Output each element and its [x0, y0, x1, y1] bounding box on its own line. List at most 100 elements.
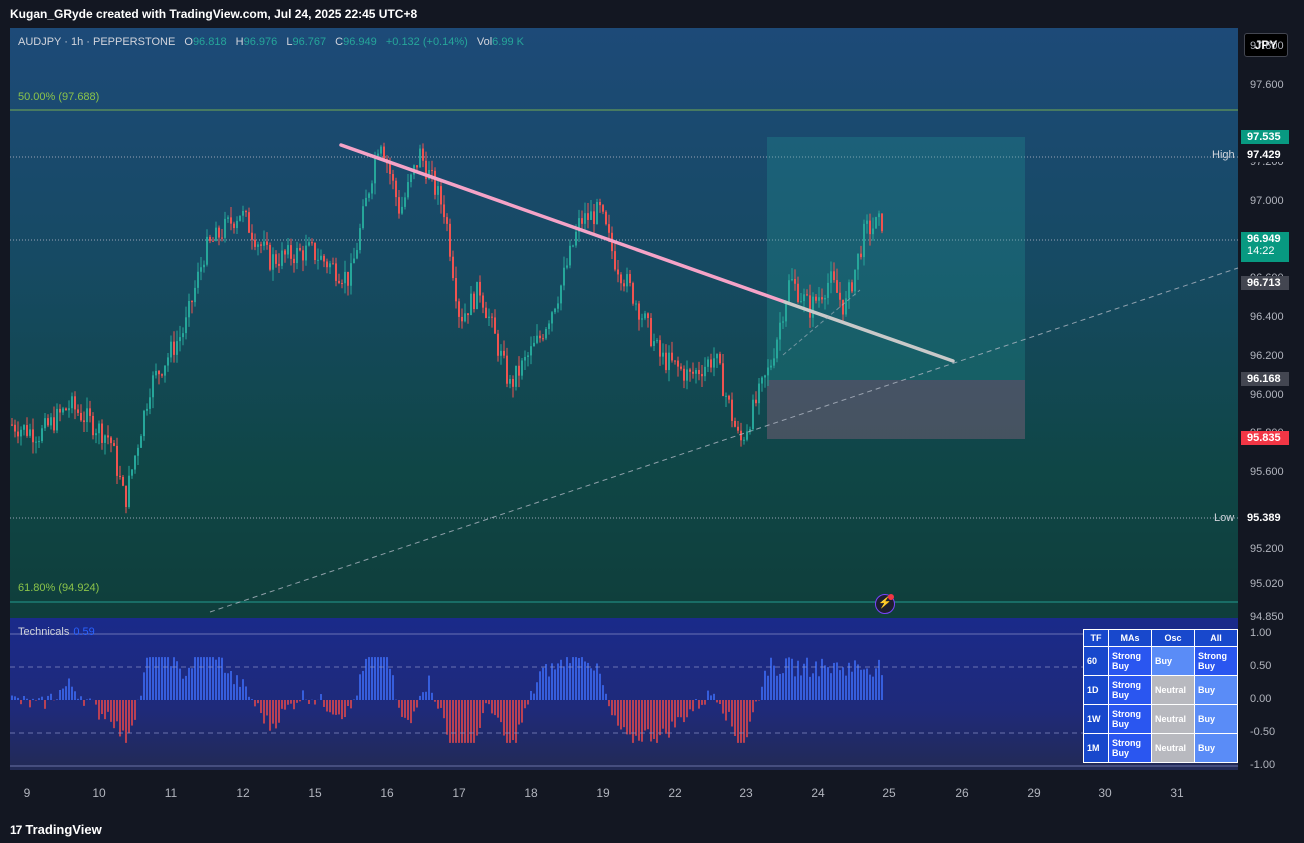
candle	[455, 278, 457, 302]
candle	[539, 335, 541, 339]
technicals-tick: 1.00	[1250, 627, 1272, 639]
candle	[410, 174, 412, 183]
candle	[257, 244, 259, 247]
all-cell: Strong Buy	[1194, 646, 1238, 676]
candle	[602, 205, 604, 212]
candle	[794, 279, 796, 284]
top-bar: Kugan_GRyde created with TradingView.com…	[0, 0, 1304, 28]
candle	[788, 280, 790, 303]
time-tick: 15	[308, 786, 322, 800]
osc-cell: Buy	[1151, 646, 1195, 676]
candle	[836, 280, 838, 293]
candle	[446, 217, 448, 224]
time-tick: 24	[811, 786, 825, 800]
candle	[728, 395, 730, 400]
time-tick: 29	[1027, 786, 1041, 800]
candle	[104, 435, 106, 443]
high-label: H	[235, 36, 244, 48]
last-price-value: 96.949	[1247, 233, 1281, 245]
candle	[470, 293, 472, 316]
candle	[743, 439, 745, 441]
mas-cell: Strong Buy	[1108, 675, 1152, 705]
candle	[845, 298, 847, 315]
candle	[236, 220, 238, 229]
candle	[158, 370, 160, 375]
candle	[464, 313, 466, 322]
candle	[701, 374, 703, 377]
mas-cell: Strong Buy	[1108, 704, 1152, 734]
stop-badge: 95.835	[1241, 431, 1289, 445]
high-badge: 97.429	[1241, 148, 1289, 162]
candle	[275, 254, 277, 264]
candle	[683, 368, 685, 381]
osc-cell: Neutral	[1151, 675, 1195, 705]
tradingview-logo[interactable]: 17 TradingView	[10, 822, 102, 837]
candle	[185, 317, 187, 334]
time-tick: 10	[92, 786, 106, 800]
candle	[263, 241, 265, 246]
candle	[212, 240, 214, 242]
candle	[26, 425, 28, 436]
candle	[365, 197, 367, 207]
price-tick: 97.000	[1250, 195, 1284, 208]
candle	[476, 281, 478, 310]
candle	[35, 441, 37, 443]
price-chart-pane[interactable]	[10, 28, 1238, 618]
price-tick: 96.200	[1250, 349, 1284, 362]
candle	[239, 215, 241, 221]
candle	[854, 269, 856, 292]
candle	[485, 307, 487, 318]
candle	[278, 263, 280, 266]
candle	[305, 245, 307, 261]
candle	[368, 193, 370, 198]
candle	[65, 408, 67, 411]
candle	[749, 429, 751, 432]
candle	[380, 146, 382, 154]
candle	[650, 318, 652, 346]
candle	[791, 279, 793, 281]
candle	[164, 365, 166, 376]
candle	[14, 424, 16, 432]
candle	[494, 317, 496, 334]
candle	[704, 366, 706, 377]
time-tick: 12	[236, 786, 250, 800]
time-axis[interactable]	[10, 770, 1238, 818]
all-cell: Buy	[1194, 675, 1238, 705]
candle	[863, 223, 865, 258]
low-badge: 95.389	[1241, 511, 1289, 525]
technicals-title: Technicals	[18, 626, 70, 638]
candle	[608, 224, 610, 233]
col-osc: Osc	[1151, 629, 1195, 647]
candle	[569, 245, 571, 266]
candle	[659, 340, 661, 357]
candle	[170, 341, 172, 358]
low-label-text: Low	[1214, 512, 1235, 524]
volume-label: Vol	[476, 36, 493, 48]
candle	[722, 363, 724, 396]
candle	[395, 180, 397, 198]
currency-button[interactable]: JPY	[1244, 33, 1288, 57]
candle	[59, 408, 61, 413]
candle	[530, 346, 532, 356]
candle	[296, 247, 298, 264]
candle	[101, 423, 103, 443]
table-row: 1M Strong Buy Neutral Buy	[1083, 733, 1238, 763]
candle	[302, 250, 304, 261]
candle	[215, 227, 217, 241]
candle	[23, 425, 25, 430]
candle	[605, 211, 607, 225]
candle	[44, 418, 46, 429]
candle	[536, 335, 538, 343]
candle	[329, 263, 331, 268]
candle	[353, 258, 355, 264]
candle	[179, 337, 181, 342]
candle	[689, 369, 691, 372]
technicals-legend: Technicals 0.59	[18, 626, 95, 638]
candle	[434, 170, 436, 195]
symbol-label[interactable]: AUDJPY · 1h · PEPPERSTONE	[18, 36, 176, 48]
price-tick: 95.020	[1250, 578, 1284, 591]
candle	[68, 408, 70, 411]
technicals-pane[interactable]	[10, 618, 1238, 770]
candle	[578, 218, 580, 232]
